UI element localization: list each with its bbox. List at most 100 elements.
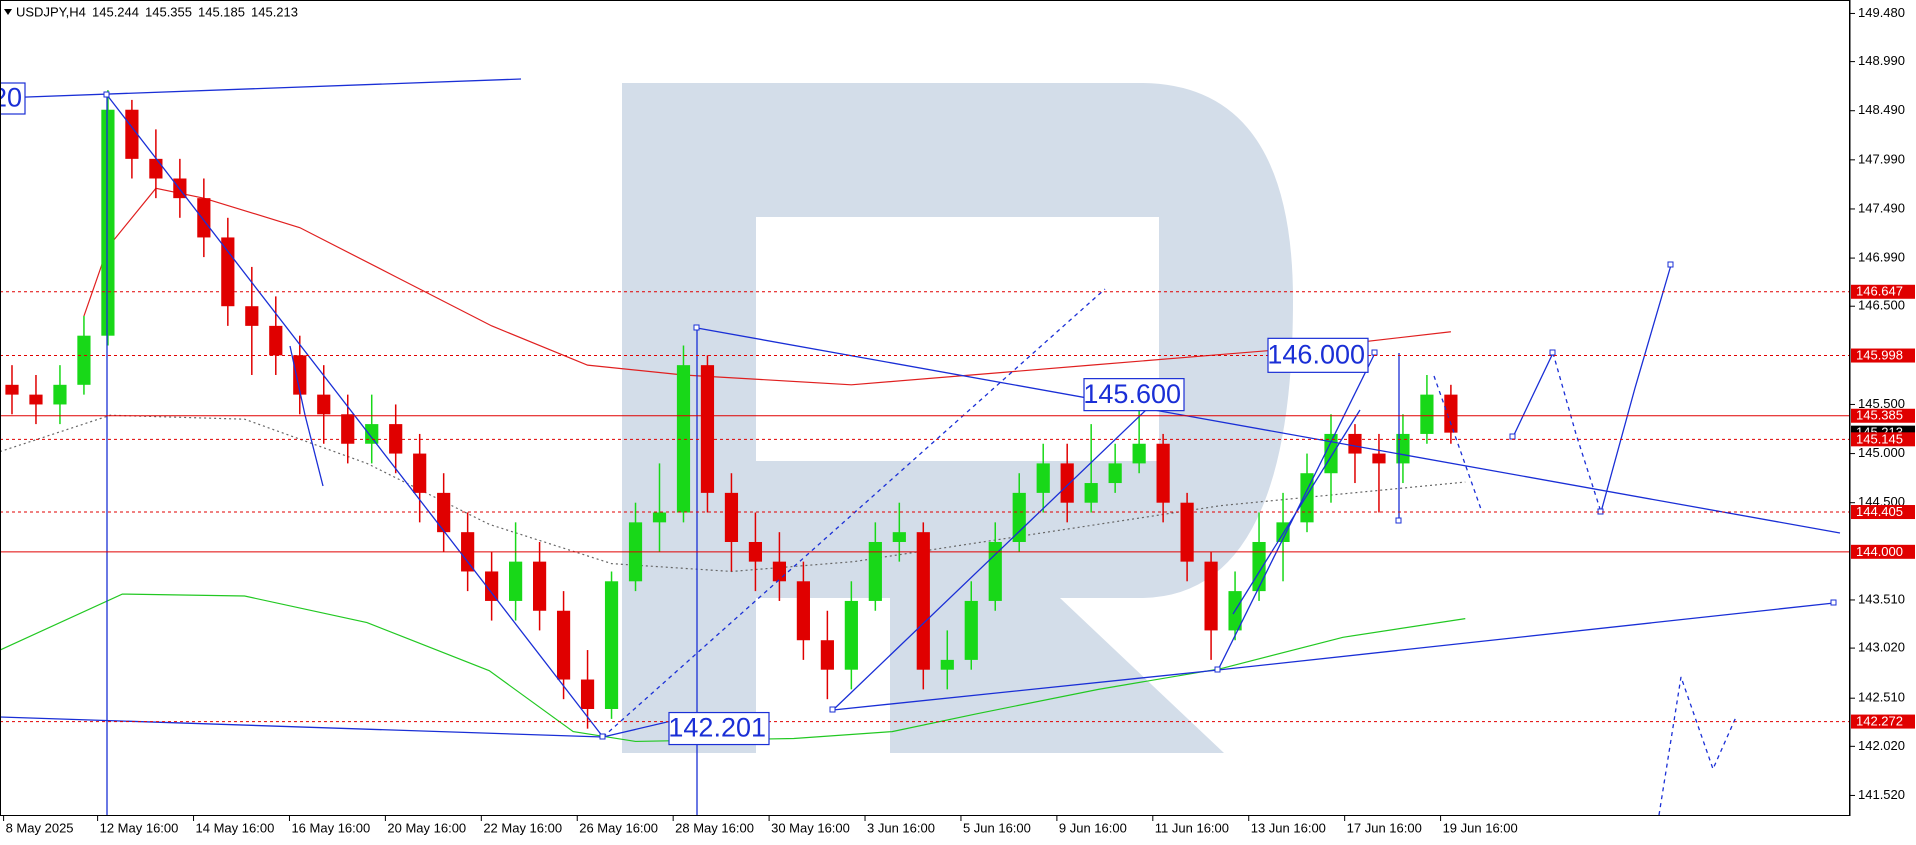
y-tick-label: 143.020 bbox=[1858, 640, 1905, 655]
y-tick-label: 145.500 bbox=[1858, 396, 1905, 411]
y-tick-label: 146.500 bbox=[1858, 298, 1905, 313]
annotation-box bbox=[1083, 378, 1185, 412]
y-tick-label: 148.990 bbox=[1858, 53, 1905, 68]
x-tick-label: 16 May 16:00 bbox=[291, 820, 370, 835]
candle-body bbox=[1324, 433, 1338, 474]
candle-body bbox=[389, 424, 403, 454]
candle-body bbox=[365, 424, 379, 444]
candle-body bbox=[1060, 463, 1074, 503]
candle-body bbox=[269, 325, 283, 356]
header: USDJPY,H4 145.244 145.355 145.185 145.21… bbox=[4, 4, 298, 19]
y-tick-label: 148.490 bbox=[1858, 102, 1905, 117]
x-tick-label: 30 May 16:00 bbox=[771, 820, 850, 835]
y-tick-label: 143.510 bbox=[1858, 591, 1905, 606]
moving-average bbox=[83, 187, 1451, 386]
candle-body bbox=[149, 158, 163, 179]
x-tick-label: 19 Jun 16:00 bbox=[1443, 820, 1518, 835]
candle-body bbox=[820, 640, 834, 670]
candle-body bbox=[53, 384, 67, 405]
candle-body bbox=[724, 492, 739, 542]
level-tag bbox=[1851, 714, 1915, 729]
candle-body bbox=[844, 600, 858, 670]
level-label: 144.405 bbox=[1856, 504, 1903, 519]
annotation-box bbox=[1267, 337, 1369, 373]
x-tick-label: 20 May 16:00 bbox=[387, 820, 466, 835]
y-tick-label: 142.020 bbox=[1858, 738, 1905, 753]
time-axis-bg bbox=[0, 816, 1850, 840]
candle-body bbox=[1012, 492, 1026, 542]
ohlc-open: 145.244 bbox=[92, 4, 139, 19]
x-tick-label: 28 May 16:00 bbox=[675, 820, 754, 835]
ohlc-close: 145.213 bbox=[251, 4, 298, 19]
candle-body bbox=[1396, 433, 1410, 464]
y-tick-label: 146.990 bbox=[1858, 250, 1905, 265]
ohlc-high: 145.355 bbox=[145, 4, 192, 19]
level-label: 146.647 bbox=[1856, 284, 1903, 299]
candle-body bbox=[437, 492, 451, 533]
x-tick-label: 22 May 16:00 bbox=[483, 820, 562, 835]
level-tag bbox=[1851, 505, 1915, 520]
x-tick-label: 11 Jun 16:00 bbox=[1155, 820, 1229, 835]
level-tag bbox=[1851, 432, 1915, 447]
level-tag bbox=[1851, 348, 1915, 363]
candle-body bbox=[1180, 502, 1194, 562]
candle-body bbox=[293, 355, 307, 395]
candle-body bbox=[676, 365, 691, 513]
y-tick-label: 145.000 bbox=[1858, 445, 1905, 460]
candle-body bbox=[796, 581, 810, 641]
candle-body bbox=[532, 561, 547, 611]
level-label: 142.272 bbox=[1856, 714, 1903, 729]
candle-body bbox=[988, 541, 1002, 601]
candle-body bbox=[556, 610, 571, 680]
x-tick-label: 26 May 16:00 bbox=[579, 820, 658, 835]
candle-body bbox=[1348, 433, 1362, 454]
level-tag bbox=[1851, 284, 1915, 299]
symbol: USDJPY,H4 bbox=[16, 4, 86, 19]
candle-body bbox=[221, 237, 235, 307]
x-tick-label: 13 Jun 16:00 bbox=[1251, 820, 1326, 835]
y-tick-label: 147.990 bbox=[1858, 151, 1905, 166]
candle-body bbox=[604, 581, 619, 709]
x-tick-label: 17 Jun 16:00 bbox=[1347, 820, 1422, 835]
x-tick-label: 5 Jun 16:00 bbox=[963, 820, 1031, 835]
ohlc-low: 145.185 bbox=[198, 4, 245, 19]
level-tag bbox=[1851, 408, 1915, 423]
candle-body bbox=[772, 561, 787, 582]
x-tick-label: 14 May 16:00 bbox=[196, 820, 275, 835]
candle-body bbox=[652, 512, 667, 523]
annotation-box bbox=[0, 82, 26, 115]
y-tick-label: 141.520 bbox=[1858, 787, 1905, 802]
candle-body bbox=[245, 306, 259, 326]
candle-body bbox=[341, 414, 355, 444]
candle-body bbox=[101, 109, 115, 336]
candle-body bbox=[1252, 541, 1266, 592]
annotation-box bbox=[668, 711, 770, 746]
level-label: 145.998 bbox=[1856, 347, 1903, 362]
candle-body bbox=[413, 453, 427, 493]
candle-body bbox=[964, 600, 978, 660]
candle-body bbox=[700, 365, 715, 493]
annotation-label: 145.600 bbox=[1083, 379, 1181, 409]
candle-body bbox=[1036, 463, 1050, 493]
menu-arrow[interactable] bbox=[4, 9, 12, 15]
candle-body bbox=[1372, 453, 1386, 464]
y-tick-label: 147.490 bbox=[1858, 200, 1905, 215]
x-tick-label: 8 May 2025 bbox=[6, 820, 74, 835]
candle-body bbox=[77, 335, 91, 385]
level-label: 144.000 bbox=[1856, 544, 1903, 559]
candle-body bbox=[125, 109, 139, 159]
annotation-label: 146.000 bbox=[1267, 339, 1365, 369]
candle-body bbox=[580, 679, 595, 709]
candle-body bbox=[5, 384, 19, 395]
x-tick-label: 12 May 16:00 bbox=[100, 820, 179, 835]
candle-body bbox=[509, 561, 523, 601]
y-tick-label: 149.480 bbox=[1858, 5, 1905, 20]
candle-body bbox=[1444, 394, 1458, 433]
x-tick-label: 9 Jun 16:00 bbox=[1059, 820, 1127, 835]
annotation-label: 142.201 bbox=[668, 713, 766, 743]
candle-body bbox=[1132, 443, 1146, 464]
candle-body bbox=[317, 394, 331, 415]
y-tick-label: 142.510 bbox=[1858, 690, 1905, 705]
level-label: 145.385 bbox=[1856, 408, 1903, 423]
